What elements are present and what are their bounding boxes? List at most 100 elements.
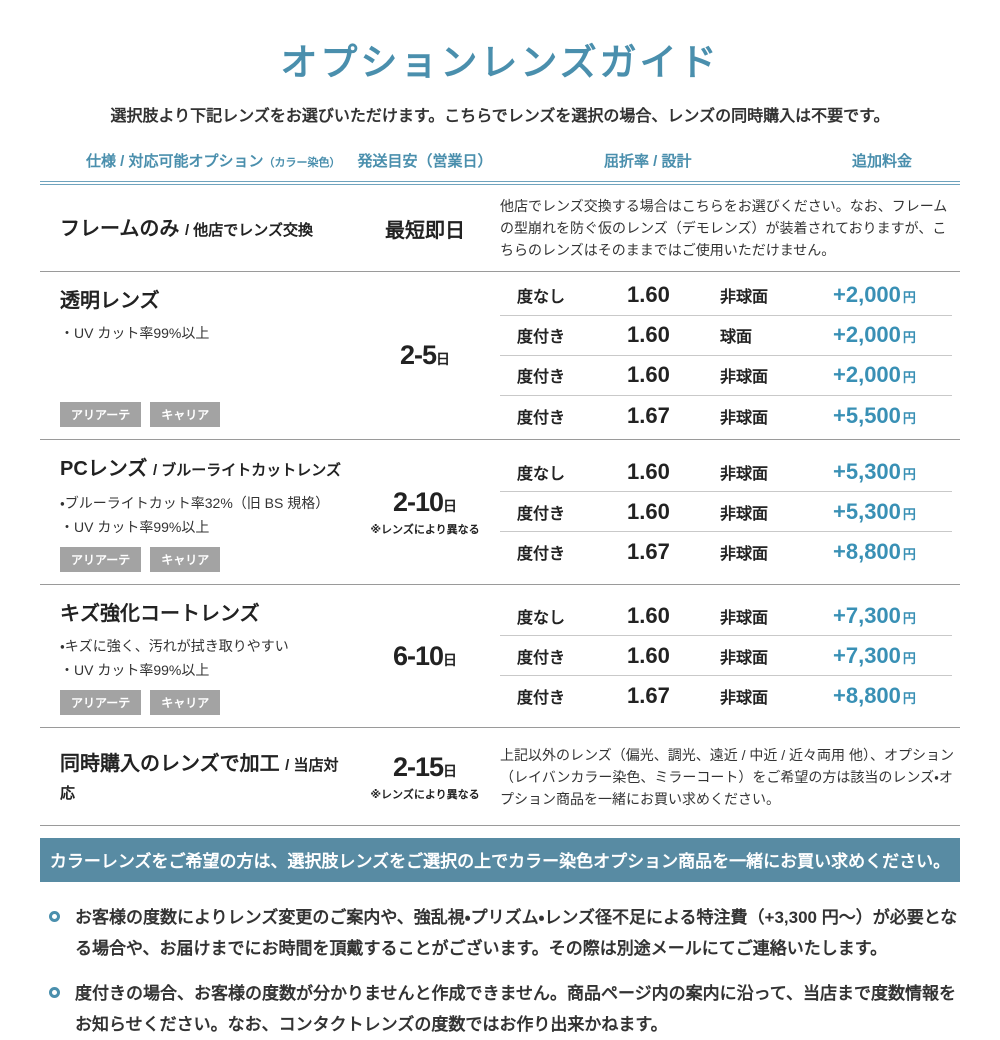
feature-list: ・ブルーライトカット率32%（旧 BS 規格） ・UV カット率99%以上 [60, 491, 344, 539]
option-price: +7,300 円 [833, 602, 916, 628]
feature-item: ・UV カット率99%以上 [60, 662, 210, 678]
table-row-frame-only: フレームのみ / 他店でレンズ交換 最短即日 他店でレンズ交換する場合はこちらを… [40, 185, 960, 272]
option-index: 1.60 [627, 498, 670, 524]
tag-list: アリアーテ キャリア [60, 539, 344, 572]
shipping-value: 2-15日 [392, 751, 458, 782]
shipping-unit: 日 [443, 762, 458, 779]
price-unit: 円 [902, 330, 916, 345]
option-power: 度付き [517, 690, 566, 707]
option-index: 1.60 [627, 362, 670, 387]
spec-cell: PCレンズ / ブルーライトカットレンズ ・ブルーライトカット率32%（旧 BS… [40, 440, 350, 584]
shipping-unit: 日 [443, 651, 458, 668]
shipping-cell: 2-5日 [350, 272, 500, 439]
option-design: 非球面 [720, 505, 769, 523]
header-shipping: 発送目安（営業日） [357, 153, 493, 170]
option-row: 度付き 1.60 非球面 +5,300 円 [500, 492, 952, 532]
header-detail: 屈折率 / 設計 追加料金 [500, 150, 960, 171]
options-cell: 度なし 1.60 非球面 +7,300 円 度付き 1.60 非球面 +7,300… [500, 585, 960, 727]
note-item: お客様の度数によりレンズ変更のご案内や、強乱視・プリズム・レンズ径不足による特注… [40, 902, 960, 964]
feature-item: ・キズに強く、汚れが拭き取りやすい [60, 638, 289, 654]
option-index: 1.60 [627, 322, 670, 347]
row-name: PCレンズ / ブルーライトカットレンズ [60, 458, 341, 480]
option-row: 度付き 1.67 非球面 +5,500 円 [500, 396, 952, 436]
price-unit: 円 [902, 691, 916, 706]
spec-cell: 同時購入のレンズで加工 / 当店対応 [40, 728, 350, 825]
note-text: 度付きの場合、お客様の度数が分かりませんと作成できません。商品ページ内の案内に沿… [75, 984, 956, 1034]
option-power: 度付き [517, 649, 566, 667]
option-power: 度付き [517, 369, 566, 386]
option-power: 度付き [517, 546, 566, 563]
row-name: フレームのみ / 他店でレンズ交換 [60, 218, 314, 240]
tag-badge: アリアーテ [60, 547, 142, 572]
note-item: 度付きの場合、お客様の度数が分かりませんと作成できません。商品ページ内の案内に沿… [40, 978, 960, 1040]
price-unit: 円 [902, 370, 916, 385]
option-price: +2,000 円 [833, 322, 916, 347]
header-divider [40, 181, 960, 185]
tag-list: アリアーテ キャリア [60, 682, 344, 715]
option-row: 度付き 1.67 非球面 +8,800 円 [500, 676, 952, 716]
option-design: 非球面 [720, 609, 769, 627]
shipping-unit: 日 [436, 351, 451, 367]
options-cell: 度なし 1.60 非球面 +2,000 円 度付き 1.60 球面 +2,000 円… [500, 272, 960, 439]
note-text: お客様の度数によりレンズ変更のご案内や、強乱視・プリズム・レンズ径不足による特注… [75, 908, 958, 958]
tag-list: アリアーテ キャリア [60, 394, 344, 427]
color-lens-banner: カラーレンズをご希望の方は、選択肢レンズをご選択の上でカラー染色オプション商品を… [40, 838, 960, 882]
option-price: +5,500 円 [833, 402, 916, 428]
shipping-unit: 日 [443, 498, 458, 514]
spec-cell: フレームのみ / 他店でレンズ交換 [40, 185, 350, 271]
option-design: 非球面 [720, 649, 769, 667]
circle-bullet-icon [49, 987, 60, 998]
spec-cell: キズ強化コートレンズ ・キズに強く、汚れが拭き取りやすい ・UV カット率99%… [40, 585, 350, 727]
shipping-cell: 2-10日 ※レンズにより異なる [350, 440, 500, 584]
row-name-suffix: / 他店でレンズ交換 [184, 222, 314, 239]
shipping-cell: 2-15日 ※レンズにより異なる [350, 728, 500, 825]
option-power: 度なし [517, 609, 566, 627]
feature-list: ・UV カット率99%以上 [60, 321, 344, 345]
option-index: 1.67 [627, 539, 670, 564]
shipping-note: ※レンズにより異なる [370, 788, 480, 801]
table-row-pc-lens: PCレンズ / ブルーライトカットレンズ ・ブルーライトカット率32%（旧 BS… [40, 440, 960, 585]
notes-section: お客様の度数によりレンズ変更のご案内や、強乱視・プリズム・レンズ径不足による特注… [40, 902, 960, 1040]
tag-badge: キャリア [150, 402, 221, 427]
option-price: +5,300 円 [833, 498, 916, 524]
table-row-clear-lens: 透明レンズ ・UV カット率99%以上 アリアーテ キャリア 2-5日 度なし … [40, 272, 960, 440]
tag-badge: アリアーテ [60, 690, 142, 715]
price-unit: 円 [902, 506, 916, 522]
price-unit: 円 [902, 610, 916, 626]
spec-cell: 透明レンズ ・UV カット率99%以上 アリアーテ キャリア [40, 272, 350, 439]
description-cell: 上記以外のレンズ（偏光、調光、遠近 / 中近 / 近々両用 他）、オプション（レ… [500, 728, 960, 825]
option-design: 非球面 [720, 369, 769, 386]
options-cell: 度なし 1.60 非球面 +5,300 円 度付き 1.60 非球面 +5,300… [500, 440, 960, 584]
option-index: 1.67 [627, 683, 670, 708]
option-lens-guide: オプションレンズガイド 選択肢より下記レンズをお選びいただけます。こちらでレンズ… [40, 0, 960, 1040]
feature-item: ・UV カット率99%以上 [60, 325, 210, 341]
tag-badge: キャリア [150, 547, 221, 572]
tag-badge: アリアーテ [60, 402, 142, 427]
shipping-value: 2-10日 [392, 487, 458, 517]
option-design: 球面 [720, 329, 753, 346]
option-row: 度付き 1.60 非球面 +7,300 円 [500, 636, 952, 676]
tag-badge: キャリア [150, 690, 221, 715]
option-price: +5,300 円 [833, 458, 916, 484]
price-unit: 円 [902, 650, 916, 666]
option-design: 非球面 [720, 690, 769, 707]
option-price: +7,300 円 [833, 642, 916, 668]
option-power: 度なし [517, 465, 566, 483]
row-description: 他店でレンズ交換する場合はこちらをお選びください。なお、フレームの型崩れを防ぐ仮… [500, 198, 948, 258]
option-price: +8,800 円 [833, 683, 916, 708]
option-design: 非球面 [720, 465, 769, 483]
price-unit: 円 [902, 547, 916, 562]
option-row: 度なし 1.60 非球面 +5,300 円 [500, 452, 952, 492]
option-row: 度なし 1.60 非球面 +7,300 円 [500, 596, 952, 636]
table-header-row: 仕様 / 対応可能オプション（カラー染色） 発送目安（営業日） 屈折率 / 設計… [40, 150, 960, 181]
feature-list: ・キズに強く、汚れが拭き取りやすい ・UV カット率99%以上 [60, 634, 344, 682]
shipping-note: ※レンズにより異なる [370, 524, 480, 536]
option-power: 度付き [517, 505, 566, 523]
description-cell: 他店でレンズ交換する場合はこちらをお選びください。なお、フレームの型崩れを防ぐ仮… [500, 185, 960, 271]
header-price: 追加料金 [851, 153, 912, 170]
page-title: オプションレンズガイド [280, 42, 720, 83]
price-unit: 円 [902, 466, 916, 482]
row-name-suffix: / ブルーライトカットレンズ [152, 462, 341, 479]
header-spec: 仕様 / 対応可能オプション（カラー染色） [86, 153, 341, 170]
header-index-design: 屈折率 / 設計 [604, 153, 692, 170]
